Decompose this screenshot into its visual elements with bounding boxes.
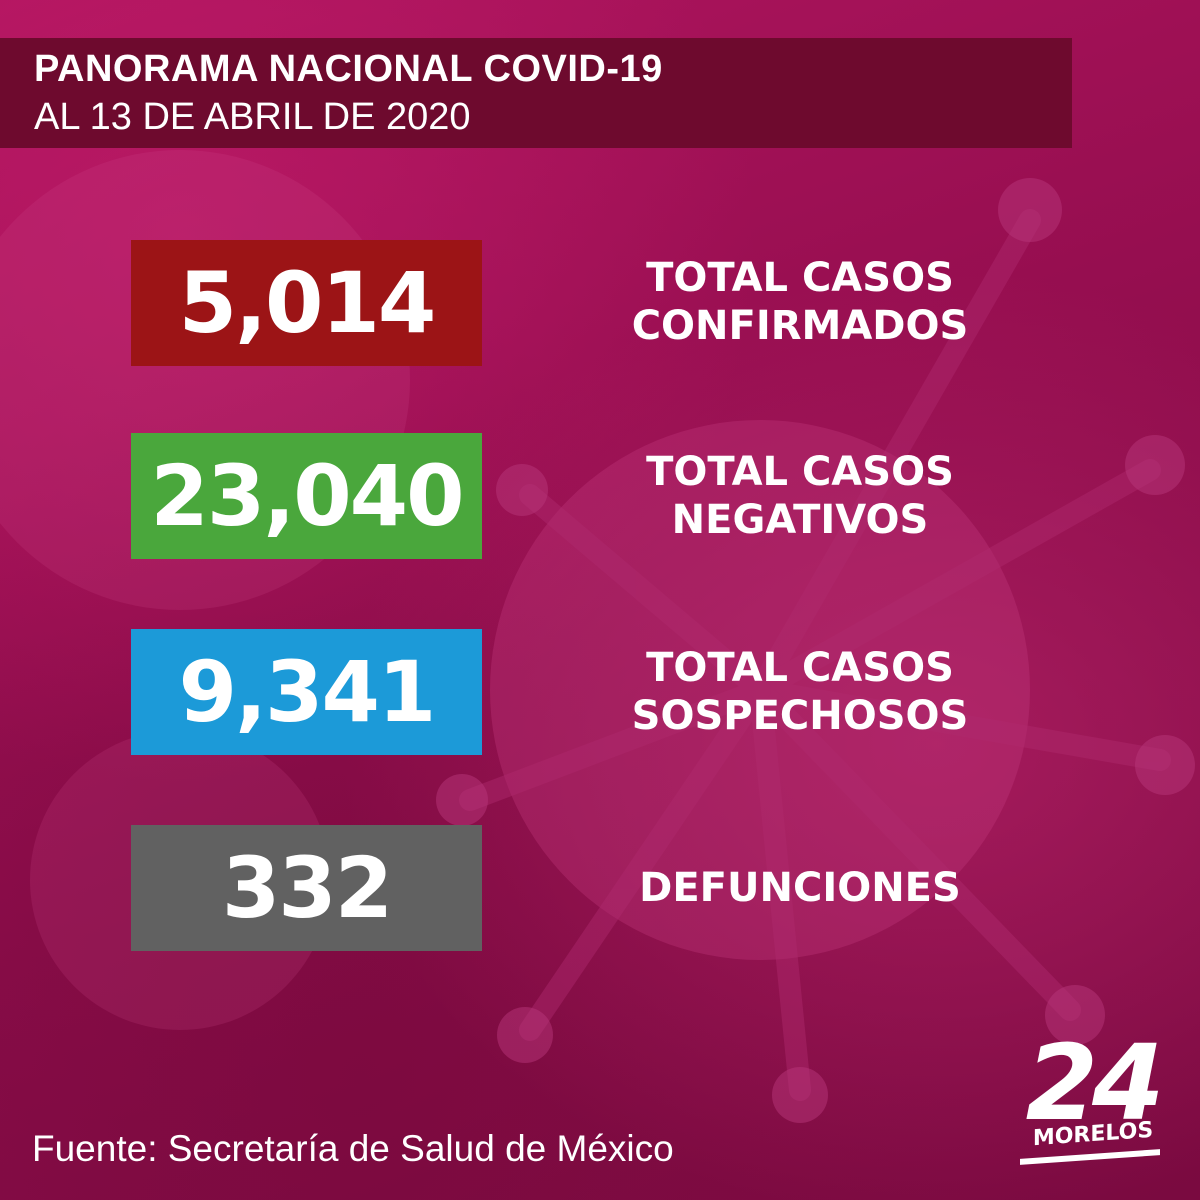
negative-cases-label: TOTAL CASOS NEGATIVOS [646, 449, 954, 543]
logo-stripe [1020, 1149, 1160, 1165]
negative-cases-value: 23,040 [150, 447, 464, 545]
suspected-cases-box: 9,341 [131, 629, 482, 755]
page-title: PANORAMA NACIONAL COVID-19 [34, 48, 663, 90]
logo-number: 24 [1025, 1022, 1165, 1144]
page-date: AL 13 DE ABRIL DE 2020 [34, 96, 471, 138]
confirmed-cases-label: TOTAL CASOS CONFIRMADOS [631, 255, 969, 349]
confirmed-cases-value: 5,014 [178, 254, 437, 352]
brand-logo: 24 MORELOS [1014, 1022, 1170, 1170]
deaths-label: DEFUNCIONES [639, 865, 961, 911]
suspected-cases-value: 9,341 [178, 643, 437, 741]
negative-cases-box: 23,040 [131, 433, 482, 559]
suspected-cases-label: TOTAL CASOS SOSPECHOSOS [631, 645, 969, 739]
confirmed-cases-box: 5,014 [131, 240, 482, 366]
deaths-box: 332 [131, 825, 482, 951]
source-text: Fuente: Secretaría de Salud de México [32, 1128, 674, 1169]
deaths-value: 332 [221, 839, 393, 937]
header-band [0, 38, 1072, 148]
